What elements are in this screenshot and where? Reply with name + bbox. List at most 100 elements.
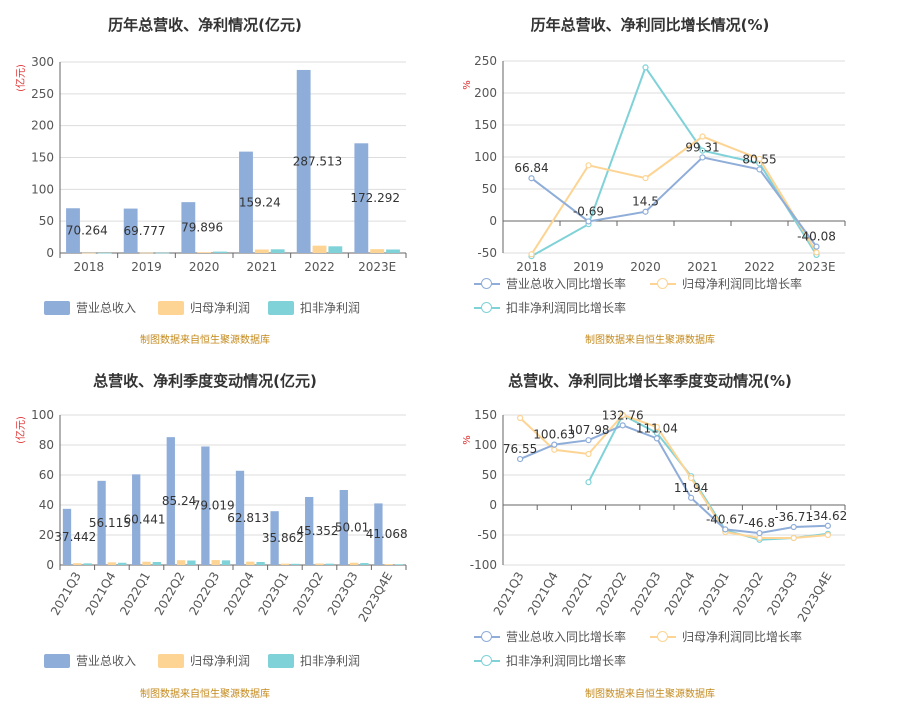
legend-item-deducted-growth[interactable]: 扣非净利润同比增长率 — [474, 652, 626, 669]
data-label: 132.76 — [602, 408, 644, 422]
bar — [142, 561, 151, 565]
bar — [166, 437, 175, 565]
chart-title: 总营收、净利同比增长率季度变动情况(%) — [508, 372, 792, 390]
legend-label: 归母净利润 — [190, 654, 251, 668]
data-label: -40.08 — [797, 230, 836, 244]
legend-item-deducted-growth[interactable]: 扣非净利润同比增长率 — [474, 299, 626, 316]
bar — [254, 249, 269, 253]
legend-swatch — [474, 301, 500, 315]
x-tick-label: 2023E — [358, 260, 396, 274]
y-tick-label: -50 — [477, 246, 497, 260]
y-tick-label: 300 — [31, 55, 54, 69]
data-point — [585, 218, 592, 225]
data-label: 37.442 — [54, 530, 96, 544]
data-point — [653, 435, 660, 442]
x-tick-label: 2022Q2 — [152, 570, 188, 618]
legend-item-revenue-growth[interactable]: 营业总收入同比增长率 — [474, 628, 626, 645]
bar — [270, 249, 285, 253]
legend-item-revenue-growth[interactable]: 营业总收入同比增长率 — [474, 275, 626, 292]
data-point — [642, 175, 649, 182]
y-tick-label: 250 — [31, 87, 54, 101]
bar — [312, 245, 327, 253]
data-point — [824, 522, 831, 529]
series-line — [531, 65, 818, 258]
legend-item-deducted-profit[interactable]: 扣非净利润 — [268, 299, 360, 316]
bar — [187, 560, 196, 565]
x-tick-label: 2022Q1 — [117, 570, 153, 618]
bar — [270, 511, 279, 565]
data-point — [699, 147, 706, 154]
data-label: 172.292 — [350, 191, 400, 205]
bar — [339, 489, 348, 565]
data-label: -46.8 — [744, 516, 775, 530]
data-label: 287.513 — [293, 154, 343, 168]
data-label: 62.813 — [227, 511, 269, 525]
legend-swatch — [474, 277, 500, 291]
bar — [152, 562, 161, 565]
data-label: -34.62 — [809, 509, 848, 523]
bar — [97, 480, 106, 565]
y-tick-label: 250 — [474, 54, 497, 68]
bar — [132, 474, 141, 565]
data-point — [642, 64, 649, 71]
y-tick-label: 20 — [39, 528, 54, 542]
legend-item-net-profit[interactable]: 归母净利润 — [158, 299, 250, 316]
series-line — [519, 424, 828, 535]
x-tick-label: 2018 — [74, 260, 105, 274]
bar — [239, 151, 253, 253]
legend-label: 扣非净利润 — [300, 301, 361, 315]
data-label: 56.115 — [89, 516, 131, 530]
data-point — [653, 423, 660, 431]
legend-item-net-profit-growth[interactable]: 归母净利润同比增长率 — [650, 275, 802, 292]
data-point — [551, 441, 558, 448]
y-tick-label: 50 — [482, 468, 497, 482]
y-tick-label: 40 — [39, 498, 54, 512]
legend-swatch — [44, 653, 70, 668]
series-line — [530, 156, 818, 248]
legend-item-revenue[interactable]: 营业总收入 — [44, 652, 136, 669]
legend-item-net-profit-growth[interactable]: 归母净利润同比增长率 — [650, 628, 802, 645]
data-label: 60.441 — [124, 513, 166, 527]
x-tick-label: 2022Q3 — [186, 570, 222, 618]
x-tick-label: 2023Q4E — [356, 570, 396, 625]
legend-item-deducted-profit[interactable]: 扣非净利润 — [268, 652, 360, 669]
legend-swatch — [158, 653, 184, 668]
y-tick-label: 200 — [31, 119, 54, 133]
x-tick-label: 2022Q1 — [559, 570, 595, 618]
data-label: -40.67 — [706, 512, 745, 526]
bar — [139, 252, 154, 254]
data-point — [619, 411, 626, 419]
bar — [349, 562, 359, 565]
legend-label: 扣非净利润同比增长率 — [506, 301, 627, 315]
quarterly-growth-panel: 总营收、净利同比增长率季度变动情况(%) -100 -50 0 50 100 150% 20… — [440, 360, 897, 719]
x-tick-label: 2021Q4 — [83, 570, 119, 618]
bar — [83, 563, 92, 565]
x-tick-label: 2022Q3 — [628, 570, 664, 618]
data-label: 76.55 — [503, 442, 537, 456]
x-tick-label: 2023Q4E — [795, 570, 835, 625]
x-tick-label: 2019 — [573, 260, 604, 274]
quarterly-revenue-bar-chart: 0 20 40 60 80 100 (亿元) 2021Q32021Q42022Q12022Q2… — [14, 408, 408, 625]
bar — [81, 252, 96, 254]
x-tick-label: 2021 — [247, 260, 278, 274]
y-tick-label: 150 — [474, 408, 497, 422]
x-tick-label: 2022Q2 — [593, 570, 629, 618]
annual-revenue-panel: 历年总营收、净利情况(亿元) 0 50 100 150 200 250 300 (亿元) 201… — [0, 0, 440, 355]
legend-swatch — [474, 630, 500, 644]
y-tick-label: 50 — [39, 214, 54, 228]
legend-item-net-profit[interactable]: 归母净利润 — [158, 652, 250, 669]
y-unit-label: (亿元) — [14, 416, 27, 444]
x-tick-label: 2021Q3 — [48, 570, 84, 618]
legend-label: 营业总收入同比增长率 — [506, 630, 627, 644]
data-point — [824, 531, 831, 539]
bar — [296, 69, 311, 253]
legend-item-revenue[interactable]: 营业总收入 — [44, 299, 136, 316]
y-tick-label: 0 — [489, 498, 497, 512]
data-label: 69.777 — [124, 224, 166, 238]
y-tick-label: 100 — [31, 182, 54, 196]
y-tick-label: 100 — [474, 438, 497, 452]
data-point — [528, 175, 535, 182]
bar — [155, 252, 170, 254]
x-tick-label: 2020 — [189, 260, 220, 274]
y-tick-label: 100 — [474, 150, 497, 164]
